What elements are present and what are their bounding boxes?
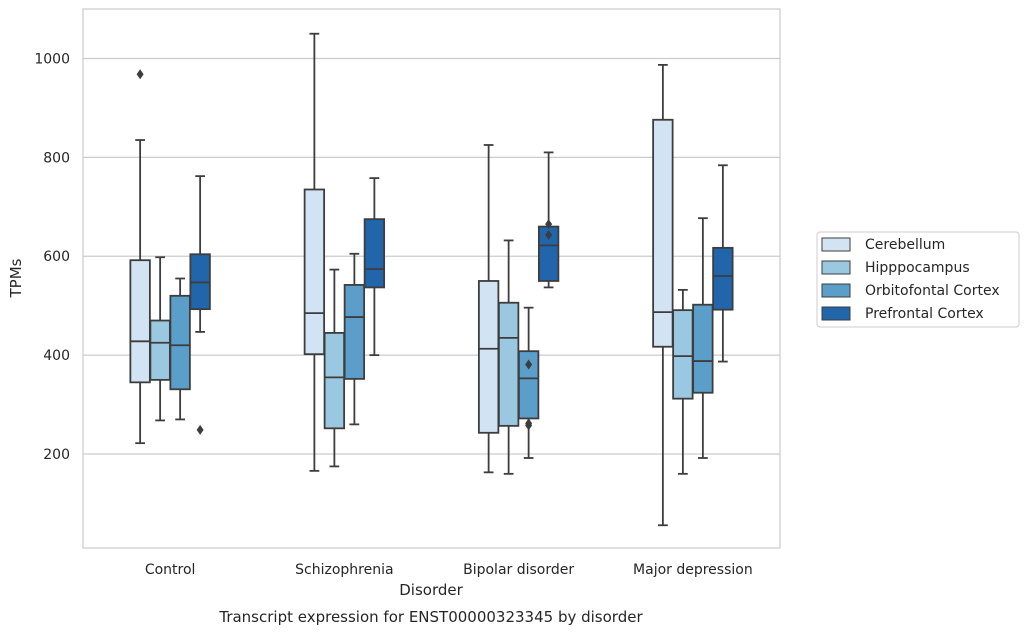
y-tick-label: 600	[43, 249, 70, 265]
box-iqr	[477, 280, 500, 434]
box-iqr	[129, 259, 151, 384]
x-tick-label: Schizophrenia	[295, 562, 393, 578]
outlier-marker	[196, 424, 204, 435]
outlier-marker	[545, 219, 553, 230]
x-tick-label: Major depression	[633, 562, 753, 578]
outlier-marker	[545, 229, 553, 240]
box-hipppocampus	[149, 256, 171, 422]
outlier-marker	[525, 359, 533, 370]
plot-area-background	[83, 9, 780, 548]
box-cerebellum	[303, 32, 326, 472]
box-iqr	[692, 303, 714, 394]
box-cerebellum	[477, 144, 500, 474]
x-tick-labels: Control Schizophrenia Bipolar disorder Majo…	[145, 562, 753, 578]
legend-label: Cerebellum	[865, 237, 945, 253]
box-prefrontal-cortex	[537, 151, 560, 289]
x-axis-title: Disorder	[399, 581, 463, 599]
box-iqr	[712, 246, 734, 311]
y-tick-label: 800	[43, 150, 70, 166]
outlier-marker	[525, 418, 533, 429]
box-iqr	[323, 331, 346, 430]
legend-swatch	[821, 260, 851, 275]
x-tick-label: Control	[145, 562, 196, 578]
legend-swatch	[821, 283, 851, 298]
box-iqr	[343, 284, 366, 380]
plot-frame	[82, 8, 781, 549]
box-iqr	[363, 218, 386, 289]
box-iqr	[169, 294, 191, 391]
legend-frame	[816, 231, 1020, 328]
y-tick-label: 400	[43, 348, 70, 364]
legend-label: Orbitofontal Cortex	[865, 283, 1000, 299]
box-iqr	[672, 309, 694, 400]
y-tick-label: 200	[43, 447, 70, 463]
box-iqr	[149, 319, 171, 381]
x-tick-label: Bipolar disorder	[463, 562, 574, 578]
box-orbitofontal-cortex	[169, 277, 191, 421]
box-hipppocampus	[323, 268, 346, 468]
legend-swatch	[821, 306, 851, 321]
box-iqr	[497, 301, 520, 427]
outlier-marker	[136, 69, 144, 80]
box-series	[129, 32, 734, 527]
y-axis-title: TPMs	[7, 258, 25, 298]
y-tick-label: 1000	[34, 51, 70, 67]
box-prefrontal-cortex	[712, 164, 734, 363]
box-cerebellum	[652, 63, 674, 527]
y-tick-labels: 200 400 600 800 1000	[34, 51, 70, 463]
box-iqr	[652, 118, 674, 348]
chart-caption: Transcript expression for ENST0000032334…	[218, 608, 643, 626]
legend-label: Prefrontal Cortex	[865, 306, 984, 322]
box-prefrontal-cortex	[189, 175, 211, 435]
box-iqr	[303, 188, 326, 356]
box-orbitofontal-cortex	[517, 306, 540, 459]
box-orbitofontal-cortex	[343, 252, 366, 426]
legend-label: Hipppocampus	[865, 260, 970, 276]
legend-swatch	[821, 237, 851, 252]
legend: Cerebellum Hipppocampus Orbitofontal Corte…	[816, 231, 1020, 328]
box-prefrontal-cortex	[363, 177, 386, 357]
box-orbitofontal-cortex	[692, 217, 714, 459]
